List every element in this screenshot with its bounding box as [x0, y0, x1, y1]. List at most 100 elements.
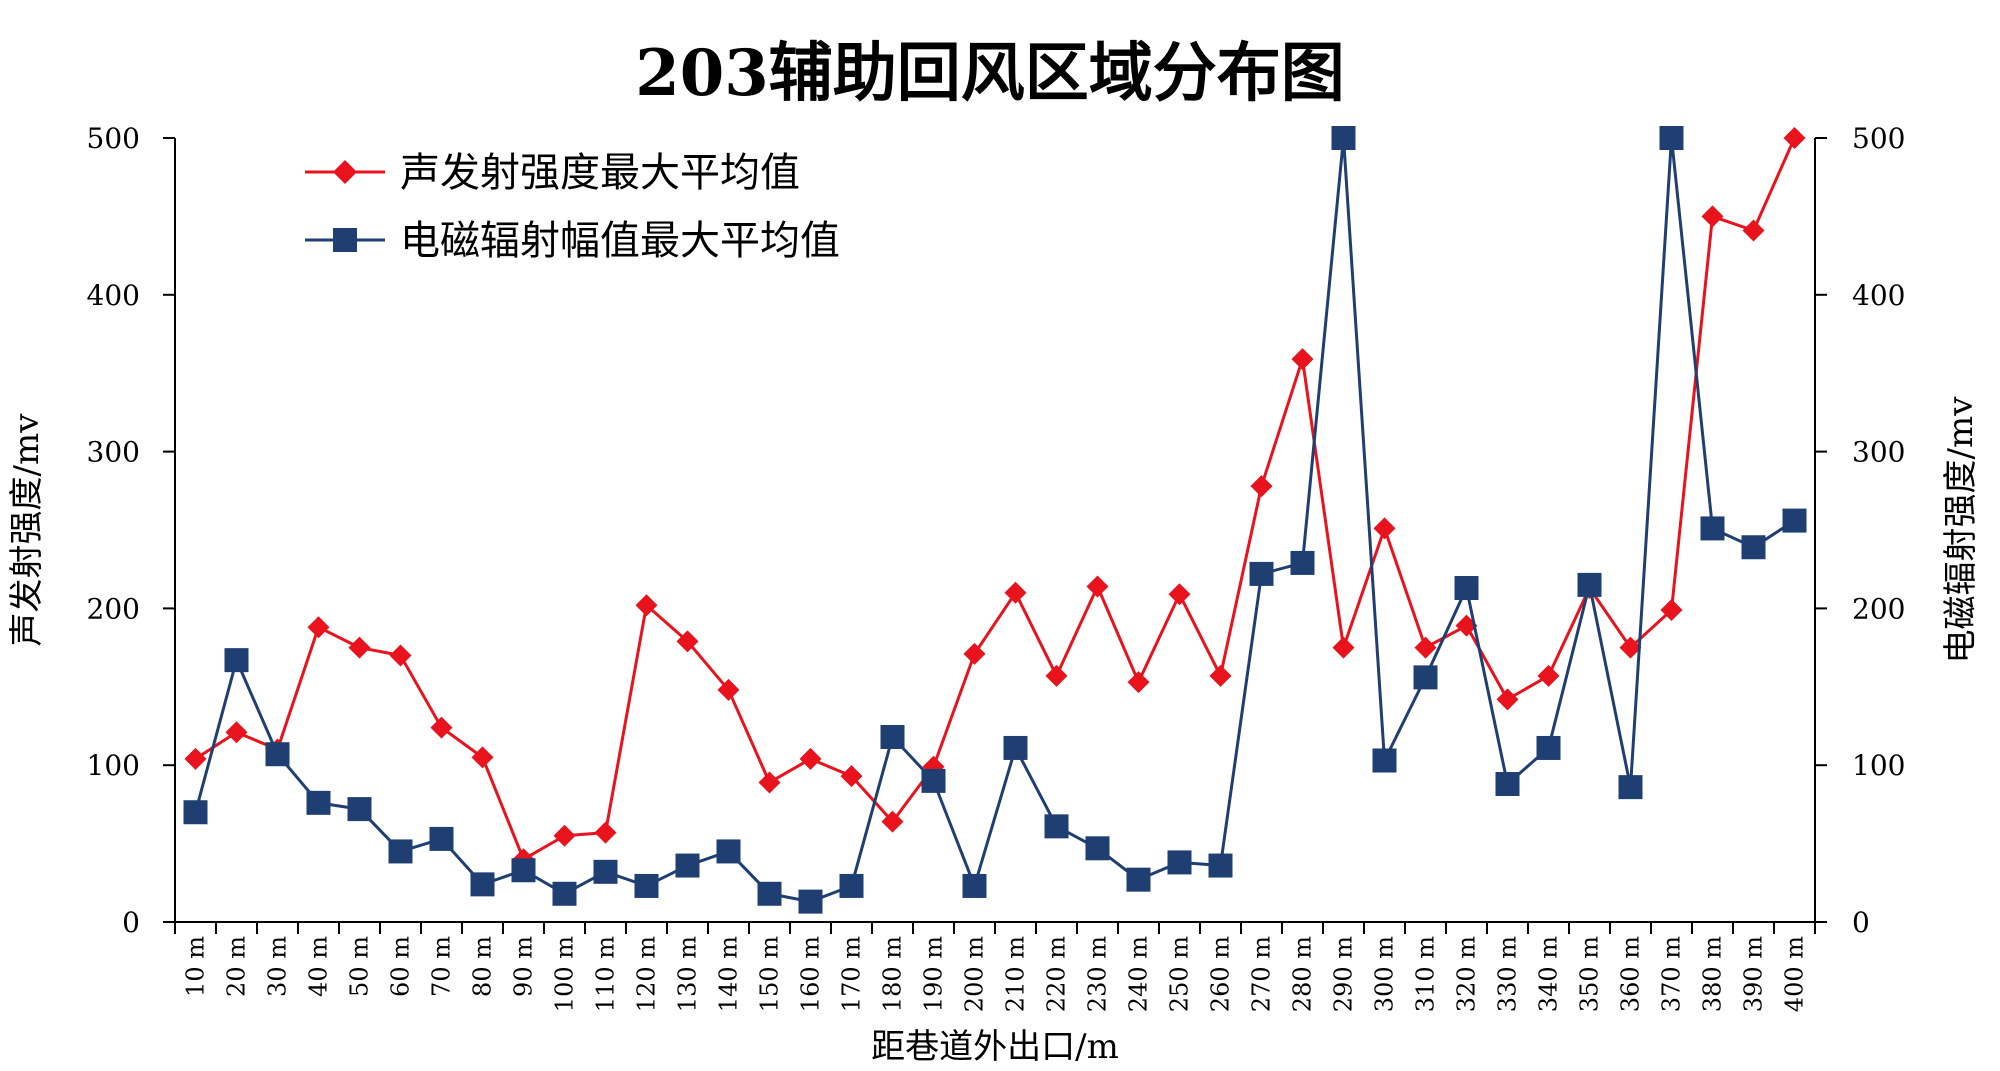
x-category-label: 20 m: [223, 936, 251, 997]
data-point-diamond: [758, 771, 781, 794]
left-axis-ticks: 0 100 200 300 400 500: [87, 122, 175, 939]
right-axis-ticks: 0 100 200 300 400 500: [1815, 122, 1905, 939]
left-tick-label: 500: [87, 122, 140, 155]
data-point-diamond: [430, 716, 453, 739]
data-point-diamond: [1660, 598, 1683, 621]
data-point-square: [1782, 508, 1807, 533]
data-point-square: [839, 873, 864, 898]
legend-label-acoustic: 声发射强度最大平均值: [400, 150, 800, 196]
data-point-diamond: [1250, 475, 1273, 498]
x-category-label: 360 m: [1617, 936, 1645, 1012]
data-point-diamond: [799, 747, 822, 770]
right-tick-label: 200: [1852, 592, 1905, 625]
legend-label-electromagnetic: 电磁辐射幅值最大平均值: [400, 218, 840, 264]
data-point-diamond: [1373, 517, 1396, 540]
data-point-square: [1331, 126, 1356, 150]
right-tick-label: 100: [1852, 749, 1905, 782]
data-point-square: [1741, 535, 1766, 560]
data-point-square: [675, 853, 700, 878]
x-category-label: 200 m: [961, 936, 989, 1012]
data-point-diamond: [1004, 581, 1027, 604]
left-tick-label: 400: [87, 279, 140, 312]
left-axis-title: 声发射强度/mv: [7, 413, 47, 647]
data-point-diamond: [1127, 671, 1150, 694]
data-point-diamond: [1332, 636, 1355, 659]
left-tick-label: 0: [122, 906, 140, 939]
x-category-label: 140 m: [715, 936, 743, 1012]
data-point-diamond: [471, 746, 494, 769]
chart-title: 203辅助回风区域分布图: [635, 36, 1345, 111]
x-category-label: 170 m: [838, 936, 866, 1012]
x-category-label: 220 m: [1043, 936, 1071, 1012]
data-point-square: [429, 826, 454, 851]
data-point-square: [880, 724, 905, 749]
x-category-label: 270 m: [1248, 936, 1276, 1012]
x-category-label: 330 m: [1494, 936, 1522, 1012]
data-point-square: [921, 768, 946, 793]
data-point-diamond: [1701, 205, 1724, 228]
x-category-label: 350 m: [1576, 936, 1604, 1012]
x-category-label: 280 m: [1289, 936, 1317, 1012]
data-point-square: [388, 839, 413, 864]
data-point-diamond: [184, 747, 207, 770]
right-tick-label: 0: [1852, 906, 1870, 939]
x-category-label: 30 m: [264, 936, 292, 997]
data-point-square: [1536, 735, 1561, 760]
data-point-diamond: [225, 721, 248, 744]
data-point-square: [511, 858, 536, 883]
data-point-square: [470, 872, 495, 897]
x-category-label: 60 m: [387, 936, 415, 997]
data-point-diamond: [389, 644, 412, 667]
data-point-diamond: [717, 678, 740, 701]
data-point-square: [183, 800, 208, 825]
right-axis-title: 电磁辐射强度/mv: [1941, 396, 1981, 664]
data-point-square: [1126, 867, 1151, 892]
x-category-label: 400 m: [1781, 936, 1809, 1012]
data-point-square: [593, 859, 618, 884]
data-point-square: [1085, 836, 1110, 861]
right-tick-label: 300: [1852, 436, 1905, 469]
data-point-square: [1208, 853, 1233, 878]
data-point-diamond: [307, 616, 330, 639]
data-point-diamond: [1168, 583, 1191, 606]
data-point-square: [798, 889, 823, 914]
data-point-square: [1249, 561, 1274, 586]
x-category-label: 100 m: [551, 936, 579, 1012]
x-axis-category-labels: 10 m 20 m 30 m 40 m 50 m 60 m 70 m 80 m 90 m 100 …: [174, 922, 1816, 1012]
x-category-label: 10 m: [182, 936, 210, 997]
x-category-label: 290 m: [1330, 936, 1358, 1012]
x-category-label: 240 m: [1125, 936, 1153, 1012]
data-point-square: [347, 797, 372, 822]
x-category-label: 150 m: [756, 936, 784, 1012]
series-line: [194, 137, 1796, 861]
data-point-diamond: [1742, 219, 1765, 242]
data-point-square: [1372, 748, 1397, 773]
x-category-label: 250 m: [1166, 936, 1194, 1012]
data-point-diamond: [1086, 575, 1109, 598]
data-point-square: [265, 742, 290, 767]
data-point-square: [224, 648, 249, 673]
series-electromagnetic: [183, 126, 1807, 914]
data-point-square: [1700, 516, 1725, 541]
legend-diamond-marker: [333, 160, 357, 184]
x-category-label: 230 m: [1084, 936, 1112, 1012]
x-category-label: 370 m: [1658, 936, 1686, 1012]
data-point-square: [1003, 735, 1028, 760]
x-category-label: 130 m: [674, 936, 702, 1012]
data-point-diamond: [1783, 127, 1806, 149]
x-category-label: 90 m: [510, 936, 538, 997]
data-point-square: [1413, 665, 1438, 690]
data-point-square: [757, 881, 782, 906]
data-point-diamond: [881, 810, 904, 833]
data-point-diamond: [594, 821, 617, 844]
x-category-label: 110 m: [592, 936, 620, 1012]
x-category-label: 210 m: [1002, 936, 1030, 1012]
data-point-diamond: [1291, 348, 1314, 371]
data-point-square: [552, 881, 577, 906]
data-point-square: [716, 839, 741, 864]
x-category-label: 300 m: [1371, 936, 1399, 1012]
x-category-label: 320 m: [1453, 936, 1481, 1012]
data-point-diamond: [1496, 688, 1519, 711]
